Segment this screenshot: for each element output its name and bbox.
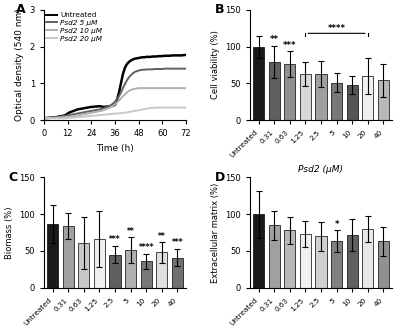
Text: ****: **** [328, 24, 346, 33]
Bar [253, 46, 264, 120]
Bar [62, 226, 74, 288]
Text: **: ** [127, 227, 134, 235]
Bar [362, 229, 374, 288]
Legend: Untreated, Psd2 5 μM, Psd2 10 μM, Psd2 20 μM: Untreated, Psd2 5 μM, Psd2 10 μM, Psd2 2… [46, 12, 102, 42]
Bar [378, 241, 389, 288]
Bar [47, 224, 58, 288]
Bar [300, 74, 311, 120]
Bar [94, 239, 105, 288]
Text: C: C [8, 171, 18, 184]
Text: ****: **** [138, 244, 154, 252]
Bar [268, 225, 280, 288]
Text: A: A [16, 3, 25, 16]
Bar [172, 258, 183, 288]
Bar [378, 80, 389, 120]
Bar [284, 64, 295, 120]
Text: ***: *** [172, 238, 183, 247]
Text: *: * [334, 220, 339, 229]
Bar [331, 241, 342, 288]
Bar [156, 252, 168, 288]
Y-axis label: Cell viability (%): Cell viability (%) [211, 30, 220, 99]
Text: **: ** [270, 35, 279, 44]
Y-axis label: Optical density (540 nm): Optical density (540 nm) [15, 9, 24, 121]
Text: ***: *** [109, 235, 121, 244]
Bar [268, 62, 280, 120]
Bar [300, 234, 311, 288]
Bar [315, 236, 326, 288]
Text: **: ** [158, 232, 166, 241]
Bar [125, 250, 136, 288]
Bar [110, 255, 121, 288]
Y-axis label: Extracellular matrix (%): Extracellular matrix (%) [211, 182, 220, 283]
Bar [78, 243, 90, 288]
Bar [346, 235, 358, 288]
Bar [253, 214, 264, 288]
Text: ***: *** [283, 41, 296, 49]
Bar [362, 76, 374, 120]
Bar [284, 231, 295, 288]
X-axis label: Time (h): Time (h) [96, 144, 134, 153]
Bar [315, 74, 326, 120]
Text: D: D [214, 171, 225, 184]
Y-axis label: Biomass (%): Biomass (%) [5, 206, 14, 259]
Text: B: B [214, 3, 224, 16]
Bar [331, 83, 342, 120]
X-axis label: Psd2 (μM): Psd2 (μM) [298, 165, 344, 174]
Bar [141, 261, 152, 288]
Bar [346, 85, 358, 120]
